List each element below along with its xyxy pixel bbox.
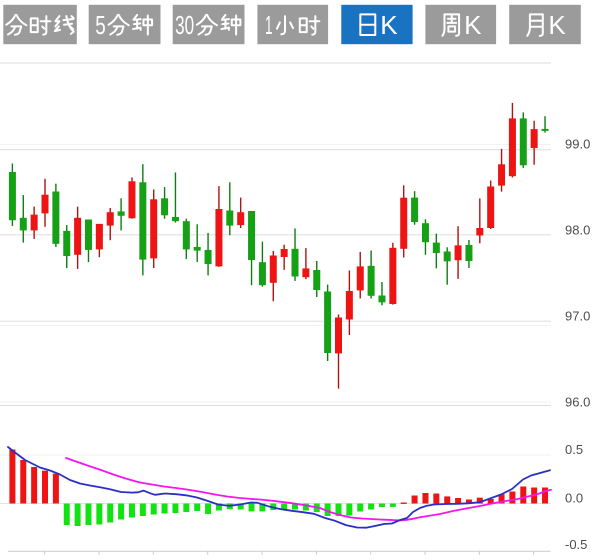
svg-text:0.0: 0.0 bbox=[565, 490, 583, 505]
svg-text:96.0: 96.0 bbox=[565, 395, 590, 410]
svg-text:K: K bbox=[464, 10, 482, 40]
svg-text:K: K bbox=[380, 10, 398, 40]
svg-text:30: 30 bbox=[175, 10, 194, 40]
svg-text:1: 1 bbox=[265, 10, 273, 40]
svg-text:98.0: 98.0 bbox=[565, 222, 590, 237]
svg-text:K: K bbox=[548, 10, 566, 40]
svg-text:0.5: 0.5 bbox=[565, 442, 583, 457]
svg-text:97.0: 97.0 bbox=[565, 309, 590, 324]
svg-text:5: 5 bbox=[95, 10, 106, 40]
svg-text:-0.5: -0.5 bbox=[565, 537, 587, 552]
svg-text:99.0: 99.0 bbox=[565, 137, 590, 152]
